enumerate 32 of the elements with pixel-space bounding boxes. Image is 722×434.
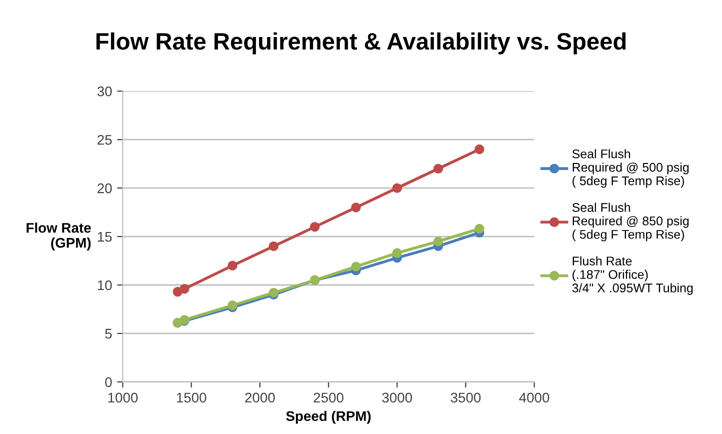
x-tick-label: 1000 (108, 392, 138, 403)
point (433, 164, 444, 174)
point (474, 144, 484, 154)
x-tick-label: 4000 (519, 392, 550, 403)
x-tick-label: 2500 (314, 392, 344, 403)
point (474, 224, 484, 234)
x-tick-label: 3500 (450, 392, 481, 403)
x-tick-label: 1500 (176, 392, 206, 403)
legend-label: Seal Flush Required @ 500 psig ( 5deg F Temp Rise) (572, 149, 689, 188)
point (180, 284, 190, 294)
y-tick-label: 10 (98, 280, 112, 290)
point (392, 248, 402, 258)
x-tick-label: 2000 (245, 392, 275, 403)
point (268, 241, 278, 252)
y-axis-title: Flow Rate (GPM) (26, 222, 91, 250)
point (351, 202, 361, 212)
y-tick-label: 0 (105, 377, 112, 388)
chart-title: Flow Rate Requirement & Availability vs. Speed (96, 32, 626, 54)
x-tick-label: 3000 (382, 392, 412, 403)
point (310, 222, 320, 232)
legend-label: Flush Rate (.187" Orifice) 3/4" X .095WT Tubing (572, 256, 693, 295)
y-tick-label: 30 (97, 86, 112, 96)
legend-label: Seal Flush Required @ 850 psig ( 5deg F Temp Rise) (572, 202, 689, 242)
y-tick-label: 20 (98, 183, 112, 194)
point (351, 262, 361, 272)
point (392, 183, 402, 193)
y-tick-label: 15 (98, 232, 112, 242)
y-tick-label: 25 (98, 134, 112, 145)
y-tick-label: 5 (105, 328, 112, 339)
point (228, 260, 238, 270)
point (433, 236, 444, 246)
x-axis-title: Speed (RPM) (286, 410, 371, 424)
